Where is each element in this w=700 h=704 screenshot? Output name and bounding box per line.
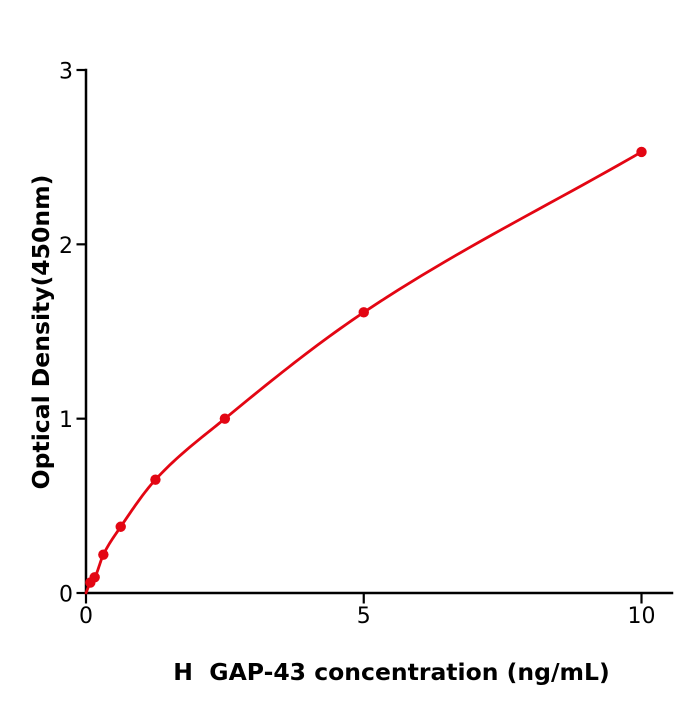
y-tick-label-2: 2 (59, 234, 73, 259)
x-tick-label-5: 5 (357, 604, 371, 629)
data-points (85, 146, 647, 588)
y-tick-label-3: 3 (59, 60, 73, 85)
x-tick-label-10: 10 (628, 604, 656, 629)
data-point (636, 146, 647, 158)
y-tick-label-0: 0 (59, 583, 73, 608)
x-tick-label-0: 0 (79, 604, 93, 629)
x-axis-ticks (84, 593, 643, 604)
x-axis-title: H GAP-43 concentration (ng/mL) (173, 658, 609, 686)
data-point (115, 521, 126, 532)
data-point (358, 307, 369, 318)
data-point (89, 572, 100, 583)
data-point (150, 474, 161, 485)
data-point (98, 549, 109, 560)
axis-spines (84, 68, 674, 595)
standard-curve-line (84, 150, 643, 595)
y-axis-title: Optical Density(450nm) (27, 175, 55, 490)
y-axis-ticks (76, 68, 86, 595)
y-tick-label-1: 1 (59, 408, 73, 433)
data-point (219, 413, 231, 424)
